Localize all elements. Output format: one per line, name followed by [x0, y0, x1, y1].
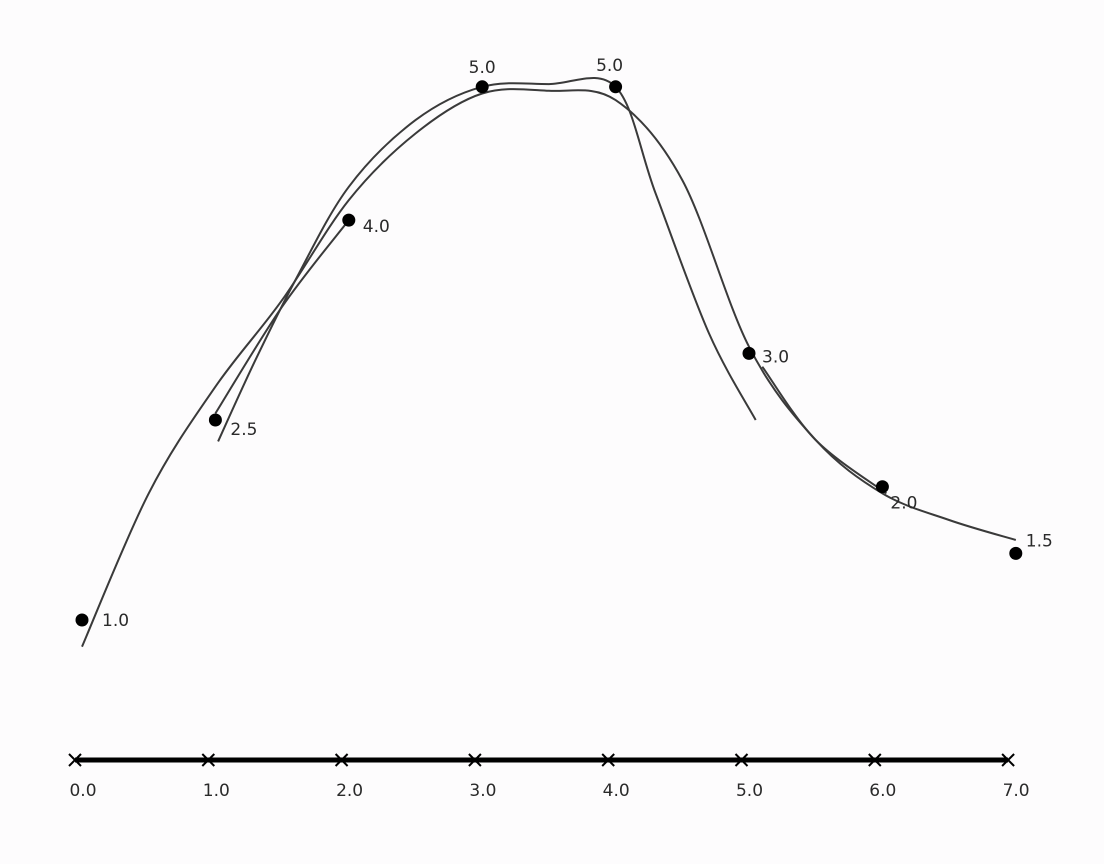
x-tick-label: 4.0 — [603, 781, 630, 801]
data-label: 1.0 — [102, 611, 129, 631]
x-tick-mark — [601, 753, 615, 767]
x-tick-mark — [868, 753, 882, 767]
data-label: 3.0 — [762, 347, 789, 367]
x-tick-mark — [468, 753, 482, 767]
x-tick-label: 1.0 — [203, 781, 230, 801]
x-tick-label: 0.0 — [69, 781, 96, 801]
data-point — [875, 480, 889, 494]
x-tick-mark — [68, 753, 82, 767]
fitted-curve-smooth — [81, 88, 1017, 648]
data-point — [1009, 546, 1023, 560]
data-label: 2.0 — [890, 494, 917, 514]
fitted-curve-segment-left — [214, 219, 350, 414]
x-tick-label: 5.0 — [736, 781, 763, 801]
x-tick-mark — [334, 753, 349, 767]
x-tick-label: 6.0 — [869, 781, 896, 801]
data-label: 2.5 — [230, 420, 257, 440]
x-tick-mark — [734, 753, 749, 767]
data-points: 1.0 2.5 4.0 5.0 5.0 3.0 2.0 1.5 — [75, 56, 1053, 631]
data-label: 5.0 — [469, 58, 496, 78]
data-label: 4.0 — [363, 217, 390, 237]
x-axis: 0.0 1.0 2.0 3.0 4.0 5.0 6.0 7.0 — [68, 753, 1030, 801]
x-tick-label: 3.0 — [469, 781, 496, 801]
fitted-curve-piecewise — [217, 77, 757, 442]
data-label: 1.5 — [1026, 531, 1053, 551]
data-point — [609, 80, 623, 94]
x-tick-mark — [1001, 753, 1015, 767]
data-point — [208, 413, 222, 427]
data-point — [475, 80, 489, 94]
fitted-curve-segment-right — [761, 366, 888, 495]
x-tick-label: 2.0 — [336, 781, 363, 801]
data-label: 5.0 — [596, 56, 623, 76]
fitted-curves — [81, 77, 1017, 648]
data-point — [75, 613, 89, 627]
data-point — [342, 213, 356, 227]
x-tick-label: 7.0 — [1003, 781, 1030, 801]
data-point — [742, 346, 756, 360]
x-tick-mark — [201, 753, 216, 767]
